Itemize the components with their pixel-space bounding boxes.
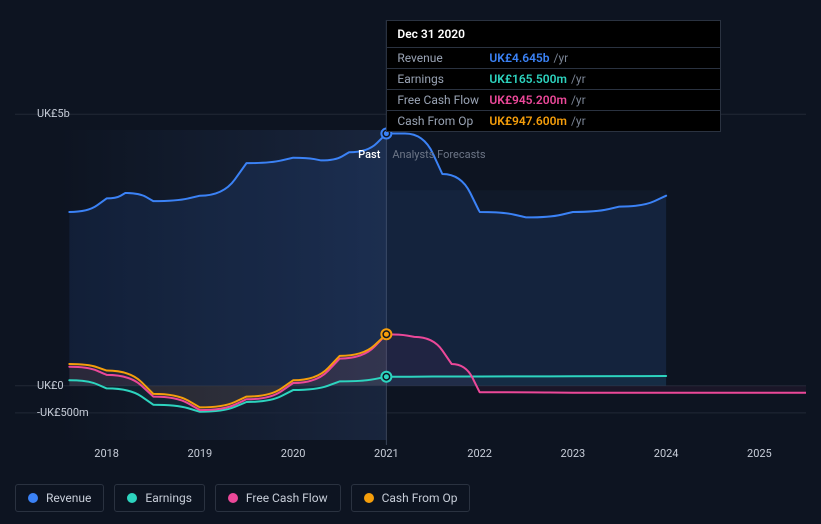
- tooltip-row: EarningsUK£165.500m/yr: [387, 68, 720, 89]
- y-axis-label: -UK£500m: [37, 406, 89, 419]
- x-axis-label: 2018: [94, 447, 119, 460]
- y-axis-label: UK£5b: [37, 107, 70, 120]
- x-axis-label: 2021: [374, 447, 399, 460]
- tooltip-row: Cash From OpUK£947.600m/yr: [387, 110, 720, 131]
- tooltip-row-value: UK£165.500m: [489, 72, 567, 86]
- tooltip-row-value: UK£945.200m: [489, 93, 567, 107]
- x-axis-label: 2023: [561, 447, 586, 460]
- x-axis-label: 2020: [281, 447, 306, 460]
- x-axis-label: 2024: [654, 447, 679, 460]
- legend-item-earnings[interactable]: Earnings: [114, 484, 205, 512]
- legend-dot-icon: [228, 493, 238, 503]
- tooltip-row-label: Earnings: [397, 72, 489, 86]
- legend-item-fcf[interactable]: Free Cash Flow: [215, 484, 341, 512]
- chart-container: UK£5b UK£0 -UK£500m 2018 2019 2020 2021 2022 20…: [15, 0, 806, 464]
- legend-item-revenue[interactable]: Revenue: [15, 484, 104, 512]
- legend-item-cfo[interactable]: Cash From Op: [351, 484, 471, 512]
- chart-legend: Revenue Earnings Free Cash Flow Cash From O…: [15, 484, 470, 512]
- tooltip-row-label: Revenue: [397, 51, 489, 65]
- tooltip-row-value: UK£947.600m: [489, 114, 567, 128]
- legend-item-label: Cash From Op: [382, 491, 458, 505]
- tooltip-row-value: UK£4.645b: [489, 51, 549, 65]
- tooltip-row-unit: /yr: [571, 72, 586, 86]
- tooltip-row: RevenueUK£4.645b/yr: [387, 47, 720, 68]
- y-axis-label: UK£0: [37, 379, 64, 392]
- x-axis-label: 2022: [467, 447, 492, 460]
- x-axis-label: 2025: [747, 447, 772, 460]
- tooltip-row: Free Cash FlowUK£945.200m/yr: [387, 89, 720, 110]
- x-axis-label: 2019: [188, 447, 213, 460]
- tooltip-row-label: Free Cash Flow: [397, 93, 489, 107]
- legend-dot-icon: [127, 493, 137, 503]
- legend-item-label: Free Cash Flow: [246, 491, 328, 505]
- legend-item-label: Revenue: [46, 491, 91, 505]
- tooltip-row-label: Cash From Op: [397, 114, 489, 128]
- forecast-label: Analysts Forecasts: [392, 148, 485, 161]
- legend-dot-icon: [364, 493, 374, 503]
- past-label: Past: [358, 148, 380, 161]
- tooltip-date: Dec 31 2020: [387, 21, 720, 47]
- tooltip-row-unit: /yr: [554, 51, 569, 65]
- tooltip-row-unit: /yr: [571, 114, 586, 128]
- legend-item-label: Earnings: [145, 491, 192, 505]
- tooltip-row-unit: /yr: [571, 93, 586, 107]
- legend-dot-icon: [28, 493, 38, 503]
- hover-tooltip: Dec 31 2020 RevenueUK£4.645b/yrEarningsU…: [386, 20, 721, 132]
